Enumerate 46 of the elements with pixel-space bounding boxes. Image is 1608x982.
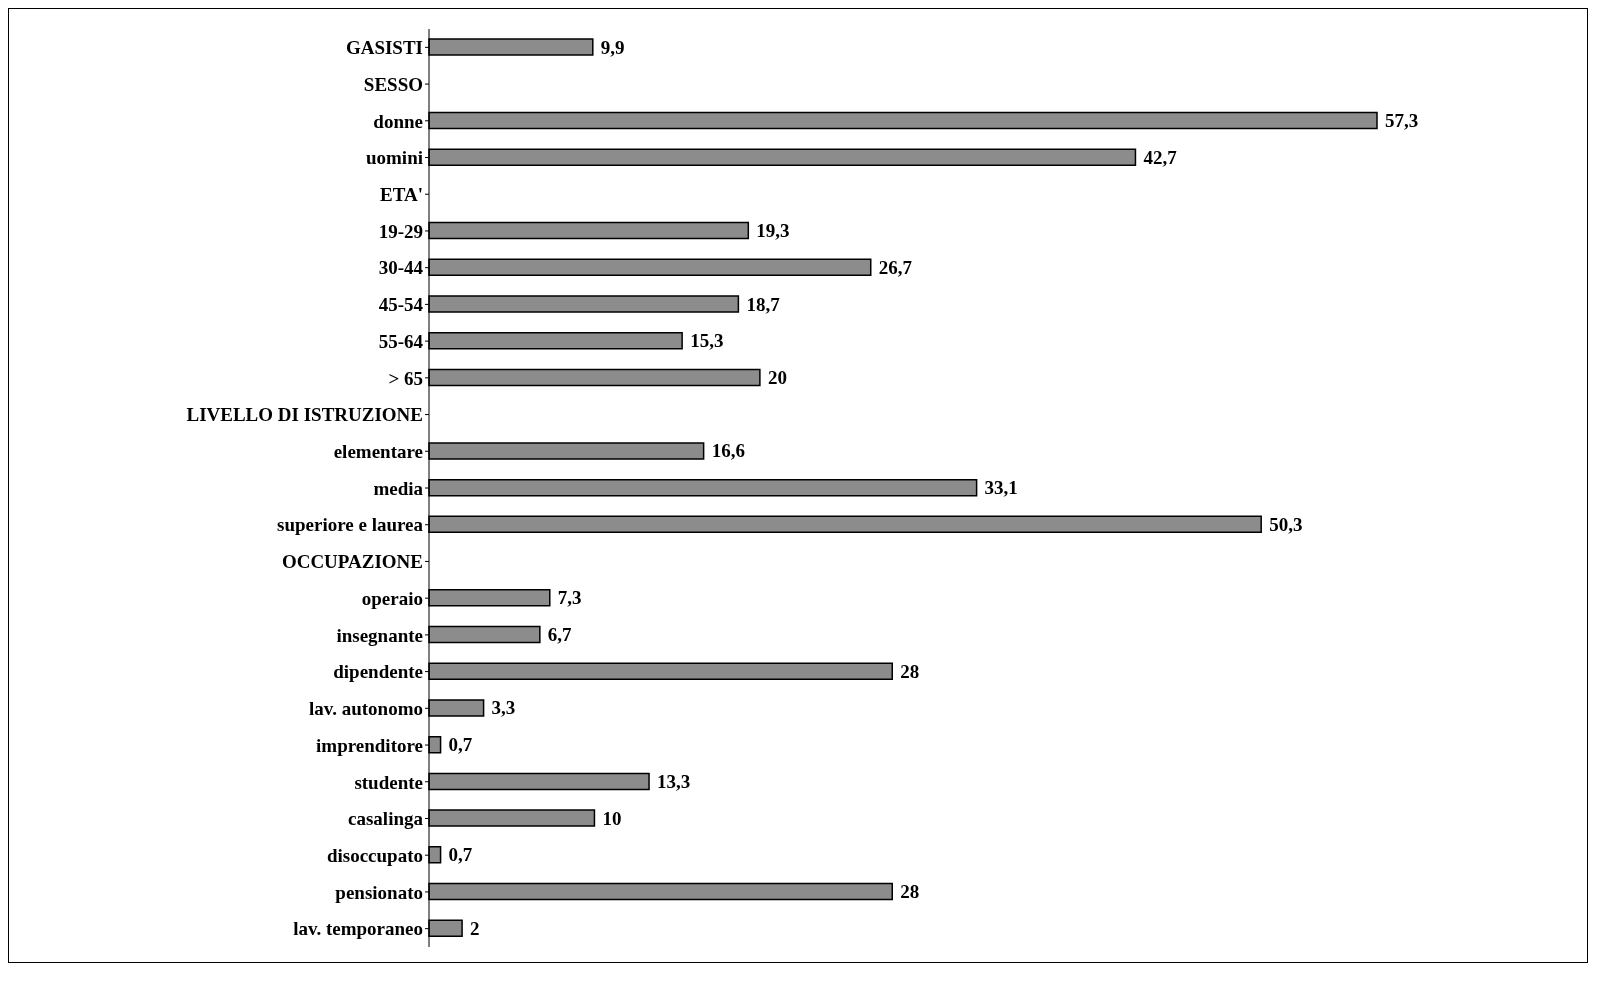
- y-tick-label: lav. autonomo: [308, 698, 423, 720]
- y-tick-label: 30-44: [378, 257, 424, 279]
- y-tick-label: OCCUPAZIONE: [281, 551, 423, 573]
- data-label: 10: [602, 807, 622, 829]
- data-label: 57,3: [1385, 109, 1419, 131]
- y-tick-label: dipendente: [333, 661, 423, 683]
- y-tick-label: superiore e laurea: [277, 514, 424, 536]
- y-tick-label: 55-64: [378, 330, 424, 352]
- data-label: 0,7: [448, 844, 473, 866]
- data-label: 50,3: [1269, 513, 1303, 535]
- data-label: 7,3: [557, 587, 582, 609]
- y-tick-label: ETA': [380, 183, 423, 205]
- data-label: 9,9: [600, 36, 625, 58]
- y-tick-label: media: [373, 477, 424, 499]
- data-label: 15,3: [690, 330, 724, 352]
- y-tick-label: > 65: [388, 367, 423, 389]
- data-label: 16,6: [711, 440, 745, 462]
- data-label: 0,7: [448, 734, 473, 756]
- y-tick-label: pensionato: [335, 881, 423, 903]
- y-tick-label: 45-54: [378, 294, 424, 316]
- y-tick-label: operaio: [361, 587, 423, 609]
- data-label: 20: [767, 366, 787, 388]
- y-tick-label: GASISTI: [345, 37, 423, 59]
- data-label: 26,7: [878, 256, 913, 278]
- y-tick-label: SESSO: [363, 73, 423, 95]
- y-tick-label: uomini: [365, 147, 423, 169]
- y-tick-label: insegnante: [336, 624, 423, 646]
- data-label: 3,3: [491, 697, 516, 719]
- y-tick-label: 19-29: [378, 220, 423, 242]
- y-tick-label: studente: [354, 771, 423, 793]
- y-tick-label: imprenditore: [316, 734, 423, 756]
- data-label: 28: [900, 660, 920, 682]
- y-tick-label: LIVELLO DI ISTRUZIONE: [186, 404, 423, 426]
- data-label: 42,7: [1143, 146, 1178, 168]
- data-label: 28: [900, 881, 920, 903]
- data-label: 2: [470, 917, 480, 939]
- y-tick-label: lav. temporaneo: [293, 918, 423, 940]
- y-tick-label: elementare: [333, 441, 423, 463]
- data-label: 33,1: [984, 477, 1018, 499]
- data-label: 19,3: [756, 220, 790, 242]
- data-label: 13,3: [657, 770, 691, 792]
- y-tick-label: donne: [373, 110, 423, 132]
- y-tick-label: casalinga: [348, 808, 424, 830]
- y-tick-label: disoccupato: [326, 844, 423, 866]
- data-label: 6,7: [547, 624, 573, 646]
- data-label: 18,7: [746, 293, 781, 315]
